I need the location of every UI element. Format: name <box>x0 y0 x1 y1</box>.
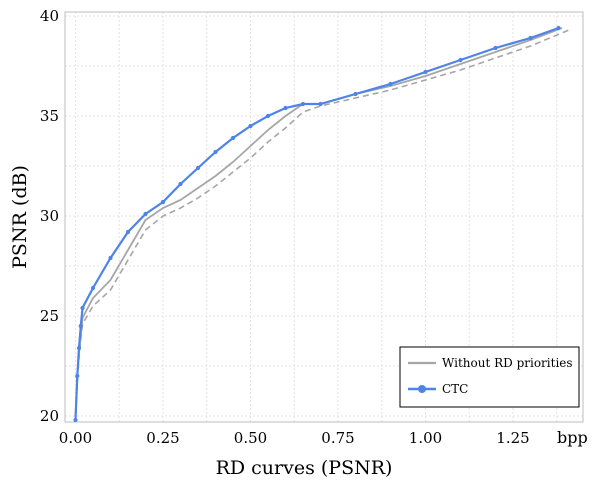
ctc-point <box>493 45 498 51</box>
ctc-point <box>125 229 131 235</box>
ctc-point <box>230 135 236 141</box>
y-tick-label: 20 <box>40 407 59 425</box>
plot-frame <box>64 11 584 423</box>
ctc-point <box>283 105 288 111</box>
ctc-point <box>76 345 82 351</box>
ctc-point <box>458 57 463 63</box>
ctc-point <box>318 101 323 107</box>
ctc-point <box>213 149 218 155</box>
x-unit-label: bpp <box>557 428 588 447</box>
y-tick-label: 35 <box>40 107 59 125</box>
x-tick-label: 1.25 <box>496 429 529 447</box>
ctc-point <box>75 373 80 379</box>
x-tick-label: 1.00 <box>409 429 442 447</box>
ctc-point <box>80 305 85 311</box>
series-line-ctc <box>74 26 559 421</box>
y-tick-label: 25 <box>40 307 59 325</box>
x-axis-label: RD curves (PSNR) <box>216 457 393 479</box>
x-tick-label: 0.00 <box>59 429 92 447</box>
ctc-point <box>300 101 306 107</box>
ctc-point <box>423 69 428 75</box>
ctc-point <box>108 255 113 261</box>
ctc-point <box>248 123 253 129</box>
ctc-point <box>73 417 78 423</box>
x-tick-label: 0.25 <box>146 429 179 447</box>
y-tick-label: 30 <box>40 207 59 225</box>
legend-label-ctc: CTC <box>442 382 468 396</box>
legend: Without RD priorities CTC <box>399 346 580 408</box>
tick-labels: 0.00 0.25 0.50 0.75 1.00 1.25 20 25 30 35 40 <box>40 7 530 447</box>
x-tick-label: 0.75 <box>321 429 354 447</box>
ctc-point <box>388 81 393 87</box>
series-lines <box>73 25 570 423</box>
ctc-point <box>178 181 183 187</box>
ctc-point <box>353 91 358 97</box>
ctc-point <box>265 113 271 119</box>
legend-label-without-rd: Without RD priorities <box>442 356 573 370</box>
series-line-dashed <box>74 29 570 421</box>
ctc-point <box>195 165 201 171</box>
ctc-point <box>556 25 561 31</box>
x-tick-label: 0.50 <box>234 429 267 447</box>
legend-box <box>399 346 580 408</box>
y-axis-label: PSNR (dB) <box>9 165 31 269</box>
ctc-point <box>143 211 148 217</box>
y-tick-label: 40 <box>40 7 59 25</box>
ctc-point <box>78 323 83 329</box>
series-line-without-rd <box>74 27 563 417</box>
ctc-point <box>528 35 533 41</box>
ctc-point <box>160 199 166 205</box>
legend-marker-ctc <box>418 385 426 393</box>
ctc-point <box>90 285 96 291</box>
